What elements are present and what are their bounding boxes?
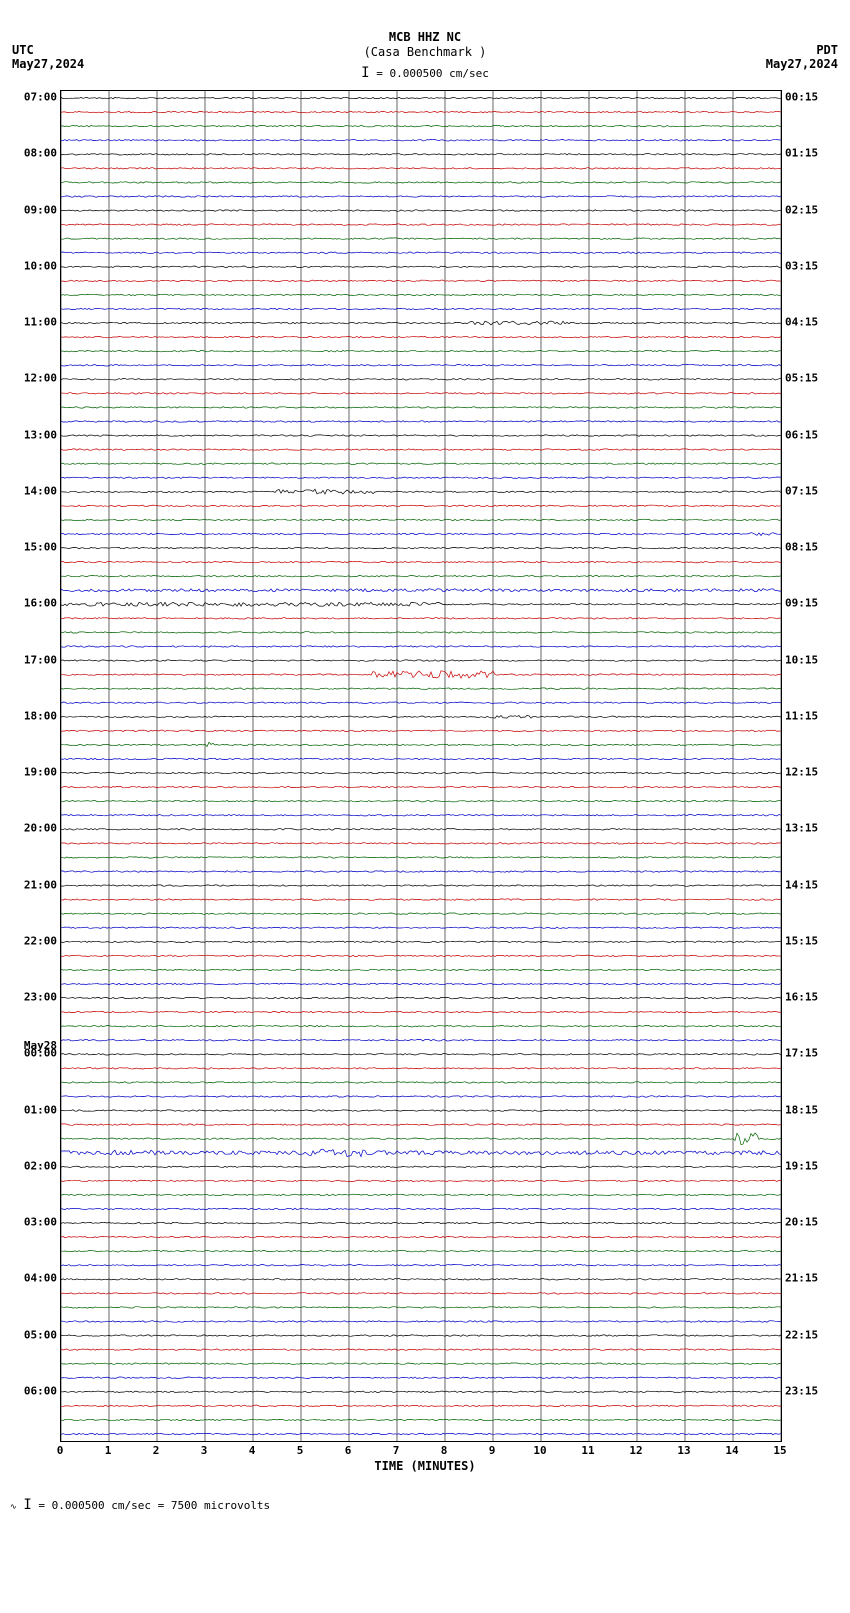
pdt-tick: 02:15: [785, 203, 818, 216]
utc-tick: 12:00: [24, 372, 57, 385]
minute-tick: 14: [725, 1444, 738, 1457]
utc-tick: 05:00: [24, 1328, 57, 1341]
pdt-tick: 22:15: [785, 1328, 818, 1341]
utc-tick: 21:00: [24, 878, 57, 891]
utc-tick: 13:00: [24, 428, 57, 441]
day-break-label: May28: [24, 1039, 57, 1052]
utc-tick: 16:00: [24, 597, 57, 610]
minute-tick: 2: [153, 1444, 160, 1457]
pdt-tick: 07:15: [785, 484, 818, 497]
minute-tick: 12: [629, 1444, 642, 1457]
utc-tick: 11:00: [24, 316, 57, 329]
utc-tick: 15:00: [24, 541, 57, 554]
utc-tick: 09:00: [24, 203, 57, 216]
pdt-tick: 18:15: [785, 1103, 818, 1116]
utc-tick: 17:00: [24, 653, 57, 666]
minute-tick: 5: [297, 1444, 304, 1457]
pdt-tick: 21:15: [785, 1272, 818, 1285]
utc-tick: 18:00: [24, 709, 57, 722]
minute-tick: 9: [489, 1444, 496, 1457]
scale-indicator: I = 0.000500 cm/sec: [0, 65, 850, 81]
minute-tick: 1: [105, 1444, 112, 1457]
minute-tick: 13: [677, 1444, 690, 1457]
minute-tick: 4: [249, 1444, 256, 1457]
pdt-tick: 23:15: [785, 1384, 818, 1397]
utc-tick: 10:00: [24, 259, 57, 272]
pdt-tick: 19:15: [785, 1159, 818, 1172]
footer-scale: ∿ I = 0.000500 cm/sec = 7500 microvolts: [10, 1497, 270, 1513]
pdt-tick: 10:15: [785, 653, 818, 666]
pdt-tick: 05:15: [785, 372, 818, 385]
pdt-tick: 11:15: [785, 709, 818, 722]
pdt-tick: 16:15: [785, 991, 818, 1004]
station-title: MCB HHZ NC: [0, 30, 850, 44]
pdt-tick: 14:15: [785, 878, 818, 891]
pdt-tick: 00:15: [785, 91, 818, 104]
pdt-tick: 12:15: [785, 766, 818, 779]
utc-tick: 23:00: [24, 991, 57, 1004]
pdt-tick: 08:15: [785, 541, 818, 554]
pdt-tick: 15:15: [785, 934, 818, 947]
x-axis-label: TIME (MINUTES): [0, 1459, 850, 1473]
utc-tick: 14:00: [24, 484, 57, 497]
minute-tick: 7: [393, 1444, 400, 1457]
seismogram-container: UTC May27,2024 PDT May27,2024 MCB HHZ NC…: [0, 0, 850, 1613]
utc-tick: 03:00: [24, 1216, 57, 1229]
pdt-tick: 01:15: [785, 147, 818, 160]
pdt-tick: 20:15: [785, 1216, 818, 1229]
minute-tick: 8: [441, 1444, 448, 1457]
utc-tick: 07:00: [24, 91, 57, 104]
pdt-tick: 03:15: [785, 259, 818, 272]
utc-tick: 08:00: [24, 147, 57, 160]
utc-tick: 02:00: [24, 1159, 57, 1172]
minute-tick: 10: [533, 1444, 546, 1457]
minute-tick: 15: [773, 1444, 786, 1457]
pdt-tick: 06:15: [785, 428, 818, 441]
utc-tick: 01:00: [24, 1103, 57, 1116]
seismogram-plot: [60, 90, 782, 1442]
utc-tick: 04:00: [24, 1272, 57, 1285]
minute-tick: 6: [345, 1444, 352, 1457]
pdt-tick: 17:15: [785, 1047, 818, 1060]
utc-tick: 22:00: [24, 934, 57, 947]
minute-tick: 3: [201, 1444, 208, 1457]
minute-tick: 0: [57, 1444, 64, 1457]
pdt-tick: 09:15: [785, 597, 818, 610]
utc-tick: 06:00: [24, 1384, 57, 1397]
minute-tick: 11: [581, 1444, 594, 1457]
utc-tick: 20:00: [24, 822, 57, 835]
pdt-tick: 04:15: [785, 316, 818, 329]
station-subtitle: (Casa Benchmark ): [0, 45, 850, 59]
pdt-tick: 13:15: [785, 822, 818, 835]
utc-tick: 19:00: [24, 766, 57, 779]
